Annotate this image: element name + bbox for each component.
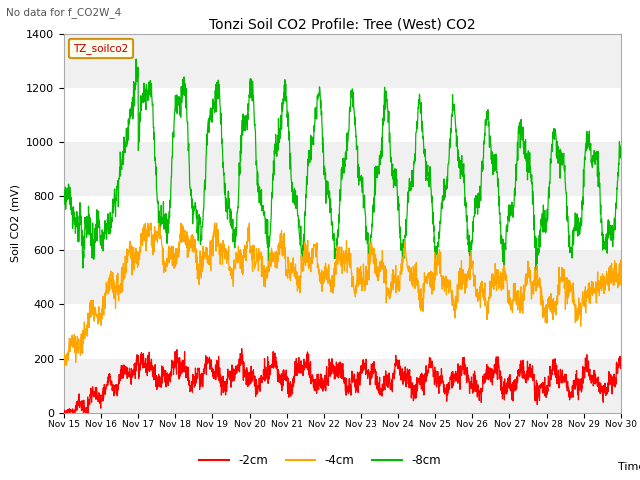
Bar [64, 304, 621, 359]
Bar [64, 142, 621, 196]
Title: Tonzi Soil CO2 Profile: Tree (West) CO2: Tonzi Soil CO2 Profile: Tree (West) CO2 [209, 17, 476, 31]
Legend: TZ_soilco2: TZ_soilco2 [69, 39, 132, 58]
Text: No data for f_CO2W_4: No data for f_CO2W_4 [6, 7, 122, 18]
Bar [64, 34, 621, 88]
X-axis label: Time: Time [618, 462, 640, 472]
Bar [64, 88, 621, 142]
Legend: -2cm, -4cm, -8cm: -2cm, -4cm, -8cm [195, 449, 445, 472]
Y-axis label: Soil CO2 (mV): Soil CO2 (mV) [11, 184, 20, 262]
Bar [64, 359, 621, 413]
Bar [64, 250, 621, 304]
Bar [64, 196, 621, 250]
